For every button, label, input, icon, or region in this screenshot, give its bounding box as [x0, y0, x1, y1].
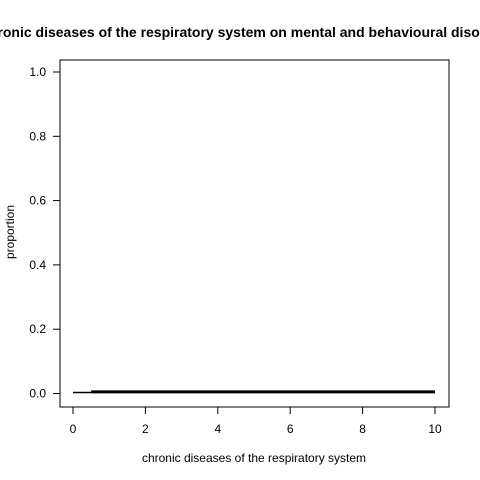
y-tick-label: 0.4	[29, 258, 46, 272]
y-tick-label: 0.6	[29, 194, 46, 208]
x-tick-label: 2	[142, 422, 149, 436]
x-tick-label: 10	[428, 422, 442, 436]
x-tick-label: 4	[214, 422, 221, 436]
x-tick-label: 0	[70, 422, 77, 436]
y-tick-label: 0.0	[29, 387, 46, 401]
x-axis: 0 2 4 6 8 10	[70, 406, 442, 436]
plot-frame	[59, 59, 450, 408]
y-axis: 0.0 0.2 0.4 0.6 0.8 1.0	[29, 65, 61, 401]
y-tick-label: 0.8	[29, 129, 46, 143]
x-axis-label: chronic diseases of the respiratory syst…	[142, 451, 366, 465]
y-axis-label: proportion	[3, 205, 17, 259]
y-tick-label: 0.2	[29, 322, 46, 336]
x-tick-label: 6	[287, 422, 294, 436]
chart-title: Effect of chronic diseases of the respir…	[0, 24, 480, 40]
y-tick-label: 1.0	[29, 65, 46, 79]
series-layer	[73, 390, 435, 394]
x-tick-label: 8	[359, 422, 366, 436]
